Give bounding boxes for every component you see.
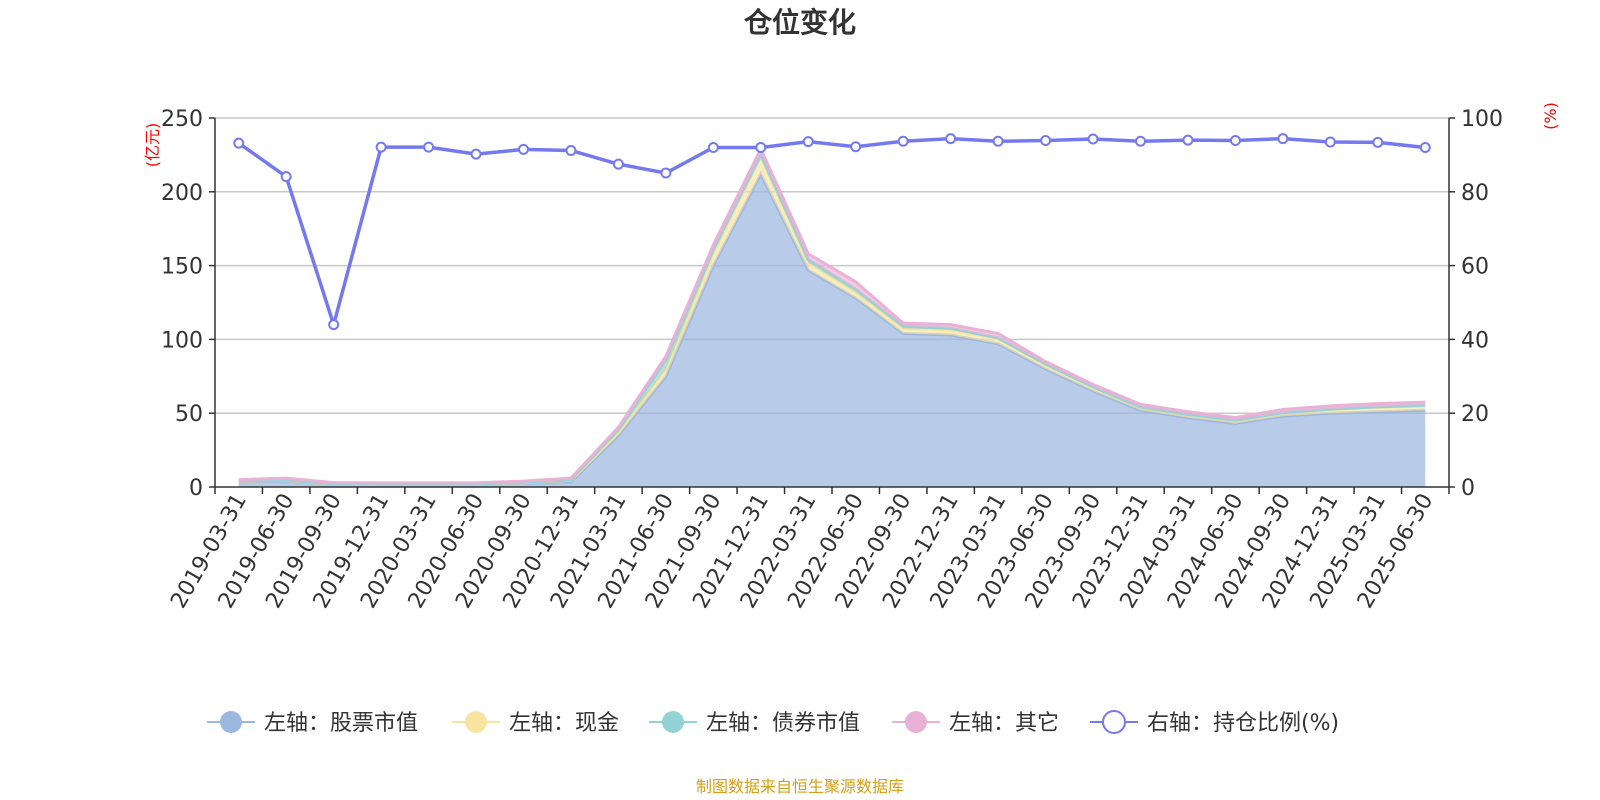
ratio-point — [660, 167, 672, 179]
holding-ratio-line — [233, 133, 1431, 331]
ratio-point — [1277, 133, 1289, 145]
ratio-point — [328, 319, 340, 331]
ratio-point — [850, 141, 862, 153]
right-axis-tick-label: 20 — [1461, 402, 1489, 427]
ratio-point — [707, 142, 719, 154]
ratio-point — [565, 144, 577, 156]
legend-label-4: 右轴：持仓比例(%) — [1147, 711, 1339, 736]
right-axis-tick-label: 100 — [1461, 107, 1503, 132]
chart-title: 仓位变化 — [744, 6, 856, 39]
ratio-point — [1040, 135, 1052, 147]
ratio-line-path — [237, 136, 1426, 331]
right-axis-unit: (%) — [1541, 102, 1560, 130]
ratio-point — [1087, 133, 1099, 145]
ratio-point — [1182, 134, 1194, 146]
area-top-line-3 — [238, 145, 1426, 485]
ratio-point — [1324, 136, 1336, 148]
right-axis-tick-label: 40 — [1461, 328, 1489, 353]
left-axis-tick-label: 200 — [161, 181, 203, 206]
ratio-point — [1372, 136, 1384, 148]
legend-label-3: 左轴：其它 — [949, 711, 1059, 736]
ratio-point — [375, 141, 387, 153]
right-axis-tick-label: 0 — [1461, 476, 1475, 501]
legend-marker-1 — [465, 711, 487, 733]
ratio-point — [755, 142, 767, 154]
legend-label-0: 左轴：股票市值 — [264, 711, 418, 736]
left-axis-tick-label: 100 — [161, 328, 203, 353]
ratio-point — [423, 141, 435, 153]
ratio-point — [802, 136, 814, 148]
ratio-point — [233, 137, 245, 149]
ratio-point — [612, 158, 624, 170]
legend-label-2: 左轴：债券市值 — [706, 711, 860, 736]
legend-label-1: 左轴：现金 — [509, 711, 619, 736]
source-note: 制图数据来自恒生聚源数据库 — [696, 777, 904, 796]
ratio-point — [1135, 135, 1146, 147]
stacked-areas — [238, 145, 1426, 487]
legend: 左轴：股票市值 左轴：现金 左轴：债券市值 左轴：其它 右轴：持仓比例(%) — [207, 710, 1339, 736]
ratio-point — [1419, 142, 1431, 154]
left-axis-tick-label: 50 — [175, 402, 203, 427]
left-axis-unit: (亿元) — [143, 123, 162, 168]
ratio-point — [470, 148, 482, 160]
ratio-point — [992, 135, 1004, 147]
legend-marker-3 — [905, 711, 927, 733]
left-axis-tick-label: 0 — [189, 476, 203, 501]
grid-lines — [215, 117, 1449, 414]
right-axis-tick-label: 80 — [1461, 181, 1489, 206]
left-axis-tick-label: 250 — [161, 107, 203, 132]
ratio-point — [945, 133, 957, 145]
ratio-point — [1229, 135, 1241, 147]
ratio-point — [897, 135, 909, 147]
legend-marker-2 — [662, 711, 684, 733]
left-axis-tick-label: 150 — [161, 255, 203, 280]
legend-marker-0 — [220, 711, 242, 733]
ratio-point — [518, 143, 529, 155]
right-axis-tick-label: 60 — [1461, 255, 1489, 280]
area-0 — [238, 174, 1426, 487]
ratio-point — [280, 171, 292, 183]
legend-marker-4 — [1102, 710, 1126, 734]
